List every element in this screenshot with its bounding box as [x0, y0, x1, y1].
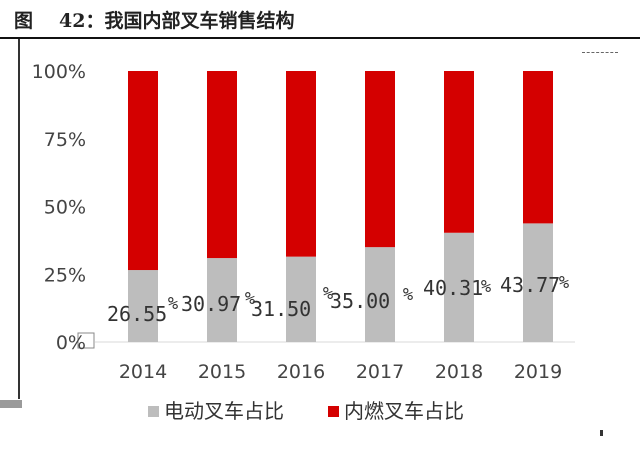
- x-tick-label: 2019: [514, 361, 562, 383]
- y-tick-label: 25%: [44, 264, 86, 286]
- data-label-unit: %: [168, 294, 178, 314]
- x-tick-label: 2014: [119, 361, 167, 383]
- bar-combustion-2017: [365, 71, 395, 248]
- y-tick-label: 0%: [56, 332, 86, 354]
- figure-prefix: 图: [14, 10, 34, 32]
- data-label: 31.50: [251, 297, 311, 321]
- bar-electric-2014: [128, 270, 158, 342]
- data-label: 40.31: [423, 276, 483, 300]
- figure-caption: 图 42：我国内部叉车销售结构: [14, 6, 294, 36]
- legend-label-electric: 电动叉车占比: [164, 399, 284, 423]
- bar-combustion-2019: [523, 71, 553, 224]
- bar-combustion-2014: [128, 71, 158, 271]
- y-tick-label: 100%: [32, 61, 86, 83]
- bar-electric-2019: [523, 223, 553, 342]
- zero-marker-box: [77, 332, 95, 349]
- data-label: 26.55: [107, 302, 167, 326]
- bar-combustion-2015: [207, 71, 237, 259]
- y-tick-label: 50%: [44, 197, 86, 219]
- legend-label-combustion: 内燃叉车占比: [344, 399, 464, 423]
- x-tick-label: 2017: [356, 361, 404, 383]
- x-tick-label: 2016: [277, 361, 325, 383]
- data-label-unit: %: [403, 285, 413, 305]
- x-tick-label: 2018: [435, 361, 483, 383]
- bar-combustion-2016: [286, 71, 316, 257]
- caption-rule: [0, 37, 640, 39]
- x-tick-label: 2015: [198, 361, 246, 383]
- bar-electric-2018: [444, 232, 474, 342]
- legend-swatch-combustion: [328, 406, 339, 417]
- y-tick-label: 75%: [44, 129, 86, 151]
- data-label: 30.97: [181, 292, 241, 316]
- figure-title: 42：我国内部叉车销售结构: [59, 10, 295, 32]
- bar-electric-2015: [207, 258, 237, 342]
- legend-swatch-electric: [148, 406, 159, 417]
- data-label-unit: %: [481, 277, 491, 297]
- margin-marker: [0, 400, 22, 408]
- data-label: 43.77: [500, 273, 560, 297]
- data-label-unit: %: [559, 273, 569, 293]
- data-label-unit: %: [323, 284, 333, 304]
- dashed-divider: [582, 52, 618, 53]
- data-label: 35.00: [330, 289, 390, 313]
- data-label-unit: %: [245, 289, 255, 309]
- bar-electric-2016: [286, 256, 316, 342]
- bar-electric-2017: [365, 247, 395, 342]
- corner-mark: [600, 430, 603, 436]
- bar-combustion-2018: [444, 71, 474, 233]
- frame-left-border: [18, 39, 20, 399]
